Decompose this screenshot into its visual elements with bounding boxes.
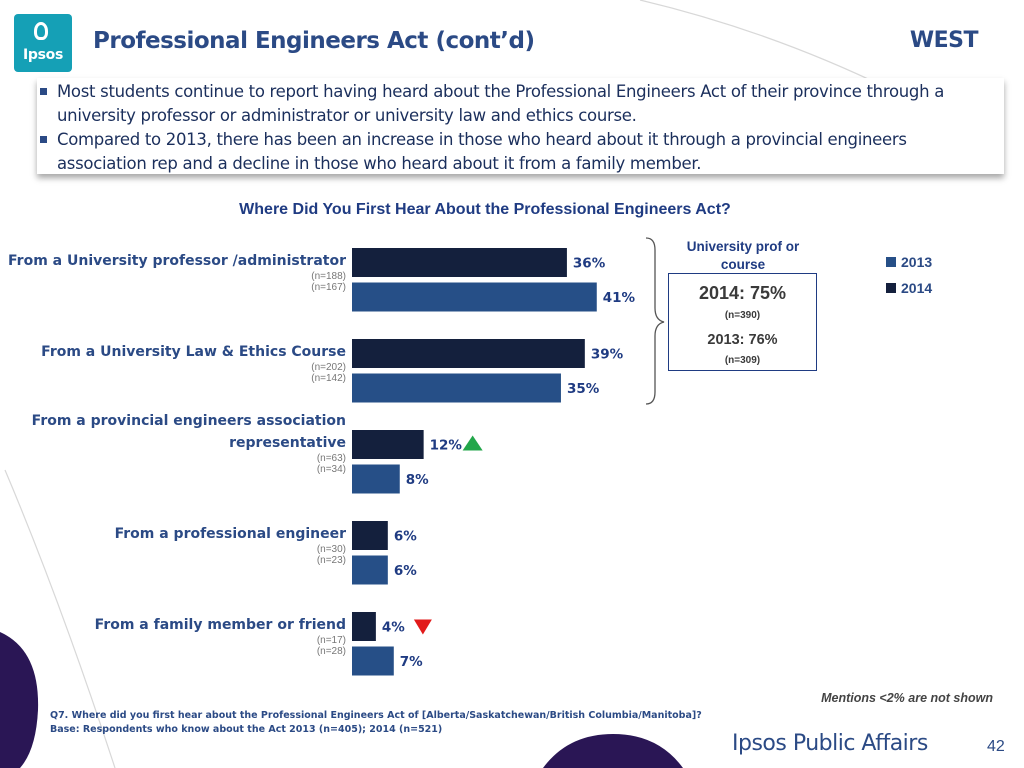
sample-size-2014: (n=17) xyxy=(317,635,346,646)
data-label-2014: 12% xyxy=(430,438,463,454)
footnote-question: Q7. Where did you first hear about the P… xyxy=(50,710,702,721)
category-label: representative xyxy=(229,435,346,451)
chart-note: Mentions <2% are not shown xyxy=(821,691,993,705)
logo-glyph-icon xyxy=(34,22,48,40)
decrease-arrow-icon xyxy=(413,619,432,635)
sample-size-2014: (n=63) xyxy=(317,453,346,464)
brand-wordmark: Ipsos Public Affairs xyxy=(732,731,928,756)
bar-2014 xyxy=(352,521,388,550)
page-title: Professional Engineers Act (cont’d) xyxy=(93,28,535,54)
footnote-base: Base: Respondents who know about the Act… xyxy=(50,724,443,735)
category-label: From a family member or friend xyxy=(95,617,346,633)
sample-size-2013: (n=167) xyxy=(311,282,346,293)
sample-size-2013: (n=142) xyxy=(311,373,346,384)
sample-size-2013: (n=34) xyxy=(317,464,346,475)
data-label-2014: 36% xyxy=(573,256,606,272)
data-label-2013: 6% xyxy=(394,563,417,579)
callout-2014-value: 2014: 75% xyxy=(698,283,787,303)
bullet-square-icon xyxy=(40,136,47,143)
data-label-2014: 6% xyxy=(394,529,417,545)
bar-chart: From a University professor /administrat… xyxy=(8,248,636,676)
page-number: 42 xyxy=(987,738,1005,755)
chart-title: Where Did You First Hear About the Profe… xyxy=(239,201,731,218)
data-label-2013: 8% xyxy=(406,472,429,488)
summary-bullet: Most students continue to report having … xyxy=(40,80,986,128)
legend-label-2014: 2014 xyxy=(901,280,933,296)
sample-size-2013: (n=23) xyxy=(317,555,346,566)
bar-2013 xyxy=(352,373,561,403)
legend-item-2014: 2014 xyxy=(886,275,932,301)
sample-size-2014: (n=188) xyxy=(311,271,346,282)
ipsos-logo: Ipsos xyxy=(14,14,72,72)
bar-2013 xyxy=(352,464,400,494)
data-label-2013: 35% xyxy=(567,381,600,397)
bullet-text: Most students continue to report having … xyxy=(57,82,945,125)
legend-item-2013: 2013 xyxy=(886,249,932,275)
callout-box: 2014: 75% (n=390) 2013: 76% (n=309) xyxy=(668,273,817,371)
sample-size-2014: (n=30) xyxy=(317,544,346,555)
bar-2014 xyxy=(352,612,376,641)
increase-arrow-icon xyxy=(462,435,483,451)
data-label-2013: 7% xyxy=(400,654,423,670)
category-label: From a University professor /administrat… xyxy=(8,253,346,269)
callout-heading: University prof or course xyxy=(686,239,800,272)
bar-2013 xyxy=(352,555,388,585)
sample-size-2013: (n=28) xyxy=(317,646,346,657)
sample-size-2014: (n=202) xyxy=(311,362,346,373)
data-label-2014: 39% xyxy=(591,347,624,363)
bullet-square-icon xyxy=(40,88,47,95)
logo-text: Ipsos xyxy=(22,47,63,63)
chart-legend: 2013 2014 xyxy=(886,249,932,301)
callout-2013-value: 2013: 76% xyxy=(707,332,778,348)
bullet-text: Compared to 2013, there has been an incr… xyxy=(57,130,907,173)
category-label: From a provincial engineers association xyxy=(32,413,346,429)
bar-2014 xyxy=(352,248,567,277)
data-label-2014: 4% xyxy=(382,620,405,636)
data-label-2013: 41% xyxy=(603,290,636,306)
legend-label-2013: 2013 xyxy=(901,254,933,270)
summary-bullet: Compared to 2013, there has been an incr… xyxy=(40,128,986,176)
summary-box: Most students continue to report having … xyxy=(37,78,1004,174)
legend-swatch-2014 xyxy=(886,283,896,293)
legend-swatch-2013 xyxy=(886,257,896,267)
category-label: From a University Law & Ethics Course xyxy=(41,344,346,360)
footnote: Q7. Where did you first hear about the P… xyxy=(50,709,702,737)
brace-icon xyxy=(645,237,665,405)
callout-2013-n: (n=309) xyxy=(724,355,761,366)
category-label: From a professional engineer xyxy=(115,526,347,542)
bar-2014 xyxy=(352,430,424,459)
bar-2013 xyxy=(352,282,597,312)
bar-2013 xyxy=(352,646,394,676)
region-label: WEST xyxy=(909,28,979,53)
callout-2014-n: (n=390) xyxy=(724,310,761,321)
bar-2014 xyxy=(352,339,585,368)
